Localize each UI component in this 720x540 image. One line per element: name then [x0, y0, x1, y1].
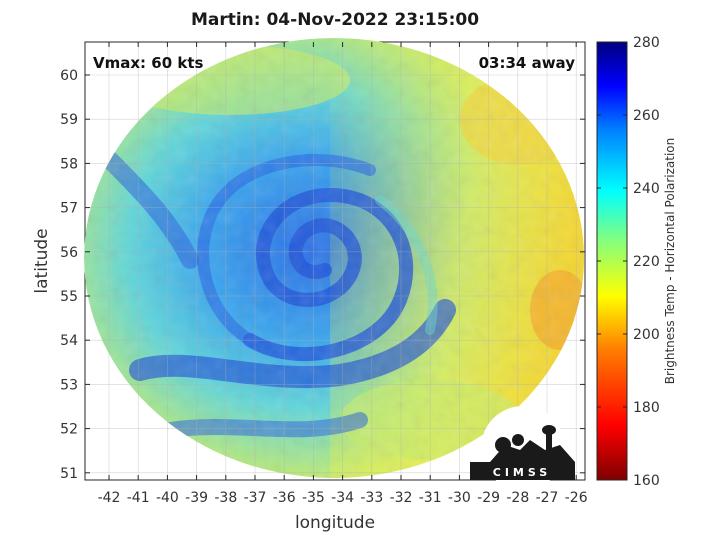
colorbar-label: Brightness Temp - Horizontal Polarizatio… — [663, 138, 677, 385]
colorbar-tick-label: 260 — [633, 108, 660, 124]
colorbar-tick-label: 200 — [633, 327, 660, 343]
x-tick-label: -40 — [156, 490, 179, 506]
y-tick-label: 53 — [60, 377, 78, 393]
y-tick-label: 60 — [60, 68, 78, 84]
cimss-logo: CIMSS — [470, 406, 575, 490]
x-tick-label: -38 — [214, 490, 237, 506]
y-axis-label: latitude — [32, 228, 52, 293]
y-tick-label: 59 — [60, 112, 78, 128]
x-axis-ticks: -42 -41 -40 -39 -38 -37 -36 -35 -34 -33 -32 -31 -30-… — [98, 42, 588, 506]
x-tick-label: -28 — [506, 490, 529, 506]
graticule — [85, 42, 585, 480]
colorbar-tick-label: 180 — [633, 400, 660, 416]
x-tick-label: -39 — [185, 490, 208, 506]
x-tick-label: -31 — [419, 490, 442, 506]
colorbar-tick-label: 240 — [633, 181, 660, 197]
y-tick-label: 55 — [60, 289, 78, 305]
x-tick-label: -26 — [565, 490, 588, 506]
colorbar-ticks: 280 260 240 220 200 180 160 — [597, 35, 660, 489]
x-tick-label: -42 — [98, 490, 121, 506]
x-tick-label: -41 — [127, 490, 150, 506]
x-tick-label: -30 — [448, 490, 471, 506]
vmax-label: Vmax: 60 kts — [93, 54, 203, 72]
x-tick-label: -33 — [360, 490, 383, 506]
colorbar-tick-label: 220 — [633, 254, 660, 270]
x-tick-label: -29 — [477, 490, 500, 506]
x-tick-label: -32 — [390, 490, 413, 506]
y-tick-label: 52 — [60, 422, 78, 438]
plot-title: Martin: 04-Nov-2022 23:15:00 — [190, 10, 480, 30]
x-axis-label: longitude — [295, 513, 375, 533]
y-tick-label: 57 — [60, 201, 78, 217]
y-tick-label: 56 — [60, 245, 78, 261]
y-axis-ticks: 60 59 58 57 56 55 54 53 52 51 — [60, 68, 585, 482]
cimss-logo-text: CIMSS — [493, 466, 551, 479]
x-tick-label: -34 — [331, 490, 354, 506]
y-tick-label: 54 — [60, 333, 78, 349]
y-tick-label: 58 — [60, 156, 78, 172]
x-tick-label: -27 — [536, 490, 559, 506]
x-tick-label: -37 — [244, 490, 267, 506]
time-away-label: 03:34 away — [479, 54, 576, 72]
colorbar-tick-label: 280 — [633, 35, 660, 51]
y-tick-label: 51 — [60, 466, 78, 482]
x-tick-label: -36 — [273, 490, 296, 506]
x-tick-label: -35 — [302, 490, 325, 506]
colorbar — [596, 41, 628, 481]
colorbar-tick-label: 160 — [633, 473, 660, 489]
